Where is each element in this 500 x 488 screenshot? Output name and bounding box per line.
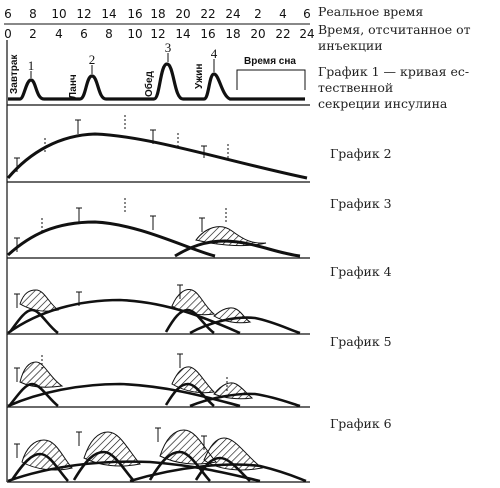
injection-time-tick: 24 xyxy=(299,27,314,41)
injection-time-tick: 8 xyxy=(105,27,113,41)
graph-2-caption: График 2 xyxy=(330,146,392,161)
graph-3-caption: График 3 xyxy=(330,196,392,211)
injection-time-tick: 14 xyxy=(175,27,190,41)
long-acting-curve xyxy=(189,392,301,408)
hatched-peak xyxy=(83,431,141,467)
meal-arrows xyxy=(41,355,228,393)
graph-4-caption: График 4 xyxy=(330,264,392,279)
hatched-peak xyxy=(19,361,64,388)
injection-time-tick: 20 xyxy=(250,27,265,41)
injection-markers xyxy=(14,427,207,458)
injection-time-label-line: Время, отсчитанное от xyxy=(318,22,471,37)
hatched-peak xyxy=(19,289,60,312)
peak-number: 3 xyxy=(165,40,172,55)
injection-time-tick: 0 xyxy=(4,27,12,41)
sleep-label: Время сна xyxy=(244,56,296,67)
injection-time-label-line: инъекции xyxy=(318,38,383,53)
graph-5-panel xyxy=(7,353,301,408)
injection-time-tick: 16 xyxy=(200,27,215,41)
real-time-tick: 10 xyxy=(51,7,66,21)
injection-time-tick: 18 xyxy=(225,27,240,41)
graph-5-caption: График 5 xyxy=(330,334,392,349)
graph-1-caption-line: График 1 — кривая ес- xyxy=(318,64,470,79)
real-time-tick: 6 xyxy=(303,7,311,21)
short-acting-curve xyxy=(72,450,135,482)
graph-1-caption: График 1 — кривая ес- тественной секреци… xyxy=(318,64,469,112)
long-acting-curve xyxy=(7,460,261,483)
injection-time-tick: 10 xyxy=(127,27,142,41)
peak-number: 2 xyxy=(89,52,96,67)
long-acting-curve xyxy=(129,463,307,483)
short-acting-curve xyxy=(8,382,59,408)
real-time-tick: 8 xyxy=(29,7,37,21)
long-acting-curve xyxy=(6,132,308,180)
injection-markers xyxy=(14,207,205,252)
real-time-tick: 2 xyxy=(254,7,262,21)
injection-time-tick: 22 xyxy=(275,27,290,41)
injection-time-tick: 12 xyxy=(150,27,165,41)
meal-label-dinner: Обед xyxy=(143,70,155,97)
graph-3-panel xyxy=(6,198,301,258)
real-time-tick: 14 xyxy=(101,7,116,21)
injection-time-tick: 2 xyxy=(29,27,37,41)
real-time-label: Реальное время xyxy=(318,4,424,19)
real-time-tick: 16 xyxy=(127,7,142,21)
meal-arrows xyxy=(41,198,227,234)
injection-time-axis: 0 2 4 6 8 10 12 14 16 18 20 22 24 xyxy=(4,27,314,41)
graph-6-caption: График 6 xyxy=(330,416,392,431)
peak-number: 4 xyxy=(211,46,218,61)
real-time-tick: 6 xyxy=(4,7,12,21)
graph-1-caption-line: секреции инсулина xyxy=(318,96,448,111)
real-time-tick: 24 xyxy=(225,7,240,21)
meal-label-breakfast: Завтрак xyxy=(9,54,20,94)
injection-time-tick: 4 xyxy=(55,27,63,41)
graph-2-panel xyxy=(6,115,308,180)
short-acting-curve xyxy=(10,452,69,482)
short-acting-curve xyxy=(8,308,59,335)
injection-time-tick: 6 xyxy=(80,27,88,41)
real-time-tick: 4 xyxy=(279,7,287,21)
graph-4-panel xyxy=(7,284,301,335)
natural-secretion-curve xyxy=(8,62,305,101)
long-acting-curve-2 xyxy=(174,239,301,258)
meal-arrows xyxy=(44,115,229,160)
panel-frame xyxy=(6,40,310,483)
injection-markers xyxy=(14,353,183,382)
hatched-peak xyxy=(159,429,217,465)
real-time-axis: 6 8 10 12 14 16 18 20 22 24 2 4 6 xyxy=(4,7,311,21)
real-time-tick: 18 xyxy=(150,7,165,21)
real-time-tick: 12 xyxy=(76,7,91,21)
real-time-tick: 20 xyxy=(175,7,190,21)
graph-6-panel xyxy=(7,427,307,483)
injection-markers xyxy=(14,284,183,308)
graph-1-caption-line: тественной xyxy=(318,80,394,95)
meal-label-supper: Ужин xyxy=(194,64,205,89)
meal-label-lunch: Ланч xyxy=(68,74,79,99)
peak-number: 1 xyxy=(28,58,35,73)
sleep-bracket xyxy=(236,69,306,90)
long-acting-curve xyxy=(189,316,301,335)
injection-markers xyxy=(14,119,207,172)
long-acting-curve xyxy=(7,298,241,335)
injection-time-label: Время, отсчитанное от инъекции xyxy=(318,22,471,54)
hatched-peak xyxy=(203,437,264,471)
graph-1-panel: Завтрак Ланч Обед Ужин 1 2 3 4 Время сна xyxy=(8,40,306,101)
real-time-tick: 22 xyxy=(200,7,215,21)
